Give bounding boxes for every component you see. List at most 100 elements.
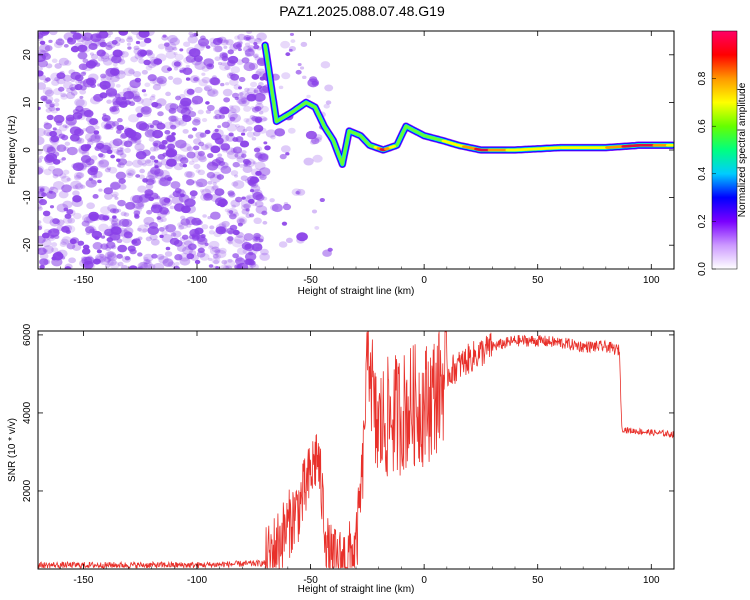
- noise-point: [38, 185, 46, 192]
- noise-point: [227, 240, 233, 245]
- noise-point: [52, 168, 64, 177]
- noise-point: [61, 184, 72, 193]
- colorbar-tick-label: 0.6: [697, 119, 708, 133]
- noise-point: [72, 195, 82, 203]
- noise-point: [106, 253, 118, 262]
- noise-point: [58, 190, 69, 199]
- x-tick-label: -100: [187, 275, 207, 286]
- noise-point: [131, 136, 138, 142]
- noise-point: [269, 198, 275, 203]
- noise-point: [169, 37, 180, 46]
- noise-point: [113, 148, 120, 154]
- noise-point: [241, 150, 247, 155]
- noise-point: [212, 184, 219, 190]
- noise-point: [106, 146, 114, 153]
- noise-point: [86, 163, 92, 168]
- noise-point: [105, 92, 112, 98]
- noise-point: [228, 213, 237, 220]
- noise-point: [179, 236, 186, 241]
- noise-point: [241, 204, 250, 211]
- noise-point: [165, 224, 177, 233]
- noise-point: [78, 147, 88, 155]
- noise-point: [253, 54, 259, 59]
- noise-point: [161, 140, 168, 145]
- noise-point: [52, 127, 57, 131]
- noise-point: [66, 177, 72, 182]
- noise-point: [243, 118, 250, 123]
- noise-point: [186, 146, 194, 152]
- noise-point: [202, 214, 207, 218]
- noise-point: [102, 81, 111, 88]
- noise-point: [61, 226, 70, 233]
- noise-point: [237, 222, 243, 227]
- noise-point: [221, 53, 228, 58]
- noise-point: [282, 203, 292, 211]
- noise-point: [80, 155, 92, 164]
- noise-point: [45, 108, 52, 113]
- noise-point: [118, 50, 125, 56]
- noise-point: [61, 256, 66, 260]
- noise-point: [211, 162, 219, 168]
- noise-point: [159, 196, 171, 206]
- noise-point: [253, 124, 264, 133]
- noise-point: [225, 265, 233, 269]
- noise-point: [61, 157, 67, 161]
- noise-point: [169, 205, 175, 210]
- noise-point: [61, 236, 72, 244]
- noise-point: [212, 171, 222, 179]
- noise-point: [186, 88, 195, 95]
- noise-point: [89, 228, 95, 233]
- noise-point: [130, 56, 139, 63]
- noise-point: [228, 132, 234, 137]
- noise-point: [87, 140, 94, 146]
- noise-point: [148, 123, 159, 132]
- noise-point: [38, 247, 47, 256]
- noise-point: [174, 53, 184, 61]
- noise-point: [134, 202, 145, 210]
- noise-point: [229, 224, 238, 231]
- noise-point: [53, 114, 65, 124]
- noise-point: [66, 146, 78, 156]
- noise-point: [221, 220, 230, 228]
- x-tick-label: 50: [532, 275, 544, 286]
- noise-point: [97, 179, 102, 184]
- noise-point: [126, 37, 134, 43]
- noise-point: [90, 133, 102, 142]
- noise-point: [257, 128, 262, 132]
- noise-point: [227, 111, 238, 120]
- x-tick-label: 0: [421, 275, 427, 286]
- noise-point: [38, 199, 48, 206]
- noise-point: [186, 179, 195, 186]
- noise-point: [58, 158, 64, 163]
- noise-point: [176, 244, 187, 252]
- noise-point: [139, 168, 146, 174]
- snr-x-axis: -150 -100 -50 0 50 100: [37, 331, 675, 586]
- noise-point: [154, 135, 160, 139]
- noise-point: [229, 116, 236, 122]
- noise-point: [225, 82, 230, 86]
- noise-point: [206, 104, 215, 111]
- noise-point: [133, 47, 143, 55]
- noise-point: [285, 52, 291, 57]
- noise-point: [289, 32, 295, 36]
- noise-point: [255, 146, 263, 152]
- noise-point: [231, 92, 240, 99]
- noise-point: [49, 136, 60, 145]
- noise-point: [146, 50, 152, 55]
- noise-point: [244, 42, 251, 47]
- noise-point: [227, 230, 234, 235]
- noise-point: [157, 204, 164, 210]
- noise-point: [128, 69, 135, 75]
- noise-point: [114, 93, 121, 99]
- noise-point: [70, 78, 76, 83]
- noise-point: [243, 203, 251, 210]
- noise-point: [107, 258, 117, 266]
- noise-point: [116, 158, 121, 163]
- noise-point: [186, 151, 196, 159]
- noise-point: [138, 31, 150, 38]
- noise-point: [136, 112, 143, 118]
- noise-point: [133, 95, 142, 103]
- noise-point: [38, 70, 44, 77]
- noise-point: [38, 198, 44, 204]
- noise-point: [221, 121, 230, 128]
